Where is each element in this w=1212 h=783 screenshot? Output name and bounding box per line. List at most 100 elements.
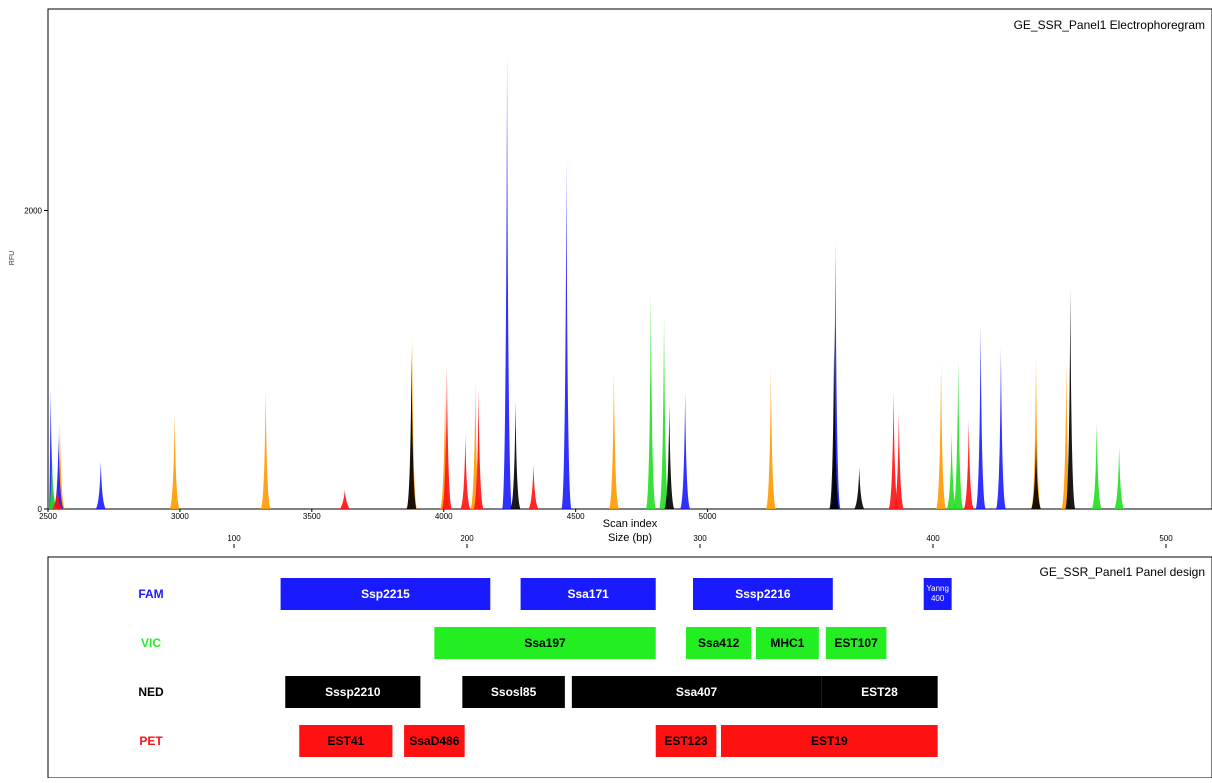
peak-liz — [54, 422, 65, 509]
marker-label: Ssa197 — [524, 636, 566, 650]
marker-bar — [434, 627, 656, 659]
peak-ned — [1065, 288, 1076, 509]
electrophoregram-title: GE_SSR_Panel1 Electrophoregram — [1014, 18, 1205, 32]
panel-row-vic: VIC Ssa197 Ssa412 MHC1 EST107 — [141, 627, 887, 659]
peak-fam — [49, 389, 56, 509]
marker-label: SsaD486 — [409, 734, 459, 748]
peaks-layer — [49, 53, 1125, 510]
peak-ned — [1031, 438, 1042, 509]
peak-pet — [893, 411, 904, 509]
peak-liz — [169, 413, 180, 509]
peak-ned — [854, 467, 865, 509]
peak-pet — [473, 389, 484, 509]
marker-bar — [686, 627, 752, 659]
marker-label: Ssa171 — [567, 587, 609, 601]
peak-ned — [510, 401, 521, 509]
peak-liz — [260, 389, 271, 509]
peak-liz — [765, 368, 776, 509]
marker-label: EST107 — [834, 636, 878, 650]
marker-bar — [923, 578, 952, 610]
marker-bar — [693, 578, 833, 610]
peak-fam — [95, 461, 106, 509]
x-tick-label: 2500 — [39, 512, 57, 521]
series-pet — [52, 365, 974, 509]
panel-row-pet: PET EST41 SsaD486 EST123 EST19 — [139, 725, 938, 757]
peak-liz — [936, 362, 947, 509]
series-ned — [406, 288, 1076, 509]
peak-liz — [470, 382, 481, 509]
peak-fam — [830, 240, 841, 510]
size-tick-label: 500 — [1159, 534, 1173, 543]
marker-label: MHC1 — [770, 636, 804, 650]
y-axis-label: RFU — [9, 251, 16, 265]
series-fam — [49, 53, 1006, 510]
marker-bar — [285, 676, 421, 708]
peak-liz — [440, 386, 451, 509]
peak-vic — [953, 358, 964, 509]
peak-vic — [659, 314, 670, 509]
peak-ned — [406, 349, 417, 509]
peak-ned — [829, 320, 840, 509]
peak-fam — [561, 158, 572, 510]
marker-bar — [825, 627, 887, 659]
marker-label: EST123 — [664, 734, 708, 748]
x-tick-label: 4000 — [435, 512, 453, 521]
x-tick-label: 4500 — [567, 512, 585, 521]
marker-label: Ssosl85 — [491, 685, 537, 699]
marker-bar — [520, 578, 656, 610]
y-tick-label: 2000 — [24, 206, 42, 215]
series-vic — [49, 292, 1125, 509]
marker-bar — [821, 676, 938, 708]
peak-pet — [528, 464, 539, 509]
marker-bar — [462, 676, 565, 708]
peak-fam — [502, 53, 513, 509]
marker-label: EST41 — [327, 734, 364, 748]
peak-pet — [441, 365, 452, 509]
marker-bar — [655, 725, 717, 757]
peak-pet — [963, 419, 974, 509]
peak-pet — [52, 486, 63, 509]
x-tick-label: 5000 — [699, 512, 717, 521]
size-tick-label: 200 — [460, 534, 474, 543]
peak-vic — [1091, 422, 1102, 509]
peak-liz — [1031, 356, 1042, 509]
peak-pet — [460, 434, 471, 509]
peak-vic — [946, 431, 957, 509]
peak-pet — [339, 489, 350, 509]
x-tick-label: 3000 — [171, 512, 189, 521]
peak-pet — [888, 391, 899, 509]
dye-label: NED — [138, 685, 164, 699]
marker-label: Sssp2210 — [325, 685, 381, 699]
peak-fam — [680, 392, 691, 509]
marker-label: EST28 — [861, 685, 898, 699]
dye-label: FAM — [138, 587, 163, 601]
peak-fam — [975, 325, 986, 509]
size-axis-ticks: 100 200 300 400 500 — [227, 534, 1173, 548]
marker-bar — [720, 725, 938, 757]
peak-liz — [1061, 362, 1072, 509]
x-tick-label: 3500 — [303, 512, 321, 521]
size-axis-label: Size (bp) — [608, 532, 652, 544]
scan-index-ticks: 2500 3000 3500 4000 4500 5000 — [39, 509, 717, 521]
marker-label: 400 — [931, 594, 945, 603]
marker-bar — [280, 578, 491, 610]
marker-label: Ssa412 — [698, 636, 740, 650]
marker-label: Yanng — [926, 584, 949, 593]
panel-row-ned: NED Sssp2210 Ssosl85 Ssa407 EST28 — [138, 676, 938, 708]
dye-label: PET — [139, 734, 163, 748]
marker-bar — [571, 676, 822, 708]
marker-bar — [404, 725, 465, 757]
peak-liz — [608, 371, 619, 509]
y-axis-ticks: 0 2000 — [24, 206, 48, 514]
panel-design-title: GE_SSR_Panel1 Panel design — [1040, 565, 1205, 579]
series-liz — [54, 337, 1072, 509]
electrophoregram-frame — [47, 8, 1212, 510]
peak-vic — [49, 456, 57, 509]
marker-label: EST19 — [811, 734, 848, 748]
marker-label: Ssp2215 — [361, 587, 410, 601]
dye-label: VIC — [141, 636, 161, 650]
peak-vic — [645, 292, 656, 509]
